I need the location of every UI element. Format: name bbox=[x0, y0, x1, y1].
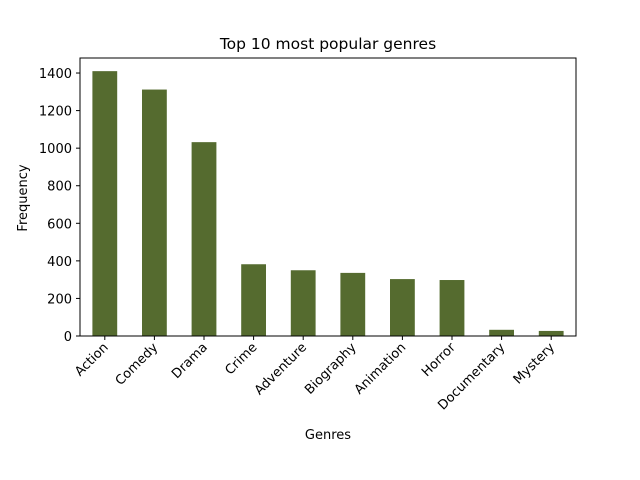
plot-frame bbox=[79, 57, 577, 337]
bars-group bbox=[92, 71, 564, 336]
y-tick-label: 200 bbox=[47, 292, 72, 307]
chart-title: Top 10 most popular genres bbox=[219, 35, 436, 53]
x-axis-ticks: Action Comedy Drama CrimeAdventureBiography… bbox=[72, 336, 558, 413]
y-tick-label: 600 bbox=[47, 217, 72, 232]
bar-drama bbox=[191, 142, 217, 336]
bar-mystery bbox=[538, 330, 564, 336]
y-tick-label: 1000 bbox=[39, 142, 72, 157]
bar-documentary bbox=[489, 329, 514, 336]
bar-biography bbox=[340, 272, 366, 336]
x-tick-label: Drama bbox=[169, 340, 211, 382]
y-tick-label: 800 bbox=[47, 180, 72, 195]
bar-comedy bbox=[142, 89, 167, 336]
y-axis-title: Frequency bbox=[16, 164, 31, 231]
x-tick-label: Crime bbox=[222, 340, 260, 378]
bar-action bbox=[92, 71, 118, 336]
x-tick-label: Biography bbox=[302, 340, 360, 398]
bar-crime bbox=[241, 264, 266, 336]
x-tick-label: Animation bbox=[352, 340, 409, 397]
y-tick-label: 1200 bbox=[39, 105, 72, 120]
bar-animation bbox=[390, 279, 415, 336]
y-tick-label: 0 bbox=[64, 330, 72, 345]
y-tick-label: 1400 bbox=[39, 67, 72, 82]
y-axis-ticks: 0 200 400 600 800 1000 1200 1400 bbox=[39, 67, 80, 345]
bar-horror bbox=[439, 280, 465, 336]
y-tick-label: 400 bbox=[47, 255, 72, 270]
x-axis-title: Genres bbox=[305, 428, 351, 443]
x-tick-label: Horror bbox=[419, 340, 459, 380]
bar-adventure bbox=[290, 270, 316, 336]
x-tick-label: Mystery bbox=[511, 340, 558, 387]
x-tick-label: Comedy bbox=[113, 340, 162, 389]
x-tick-label: Action bbox=[72, 340, 111, 379]
x-tick-label: Adventure bbox=[252, 340, 310, 398]
